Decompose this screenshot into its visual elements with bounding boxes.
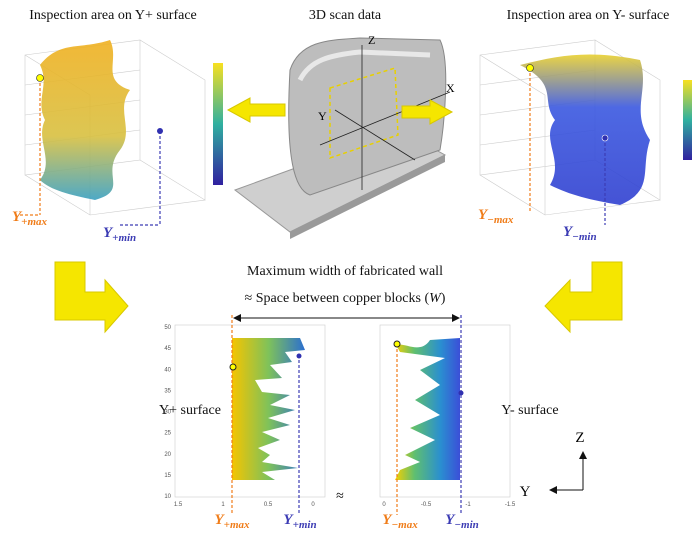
bound-label: Y+min xyxy=(283,512,316,531)
y-tick-label: 25 xyxy=(164,431,171,437)
axis-label: Z xyxy=(575,430,584,446)
y-minus-min-label: Y−min xyxy=(563,224,597,243)
x-tick-label: 0 xyxy=(311,502,315,508)
surface-label: Y+ surface xyxy=(159,403,221,418)
x-tick-label: 0.5 xyxy=(264,502,273,508)
y-plus-min-label: Y+min xyxy=(103,225,136,244)
y-tick-label: 40 xyxy=(164,367,171,373)
arrow xyxy=(54,261,129,334)
y-tick-label: 15 xyxy=(164,473,171,479)
title: Inspection area on Y+ surface xyxy=(29,8,197,23)
caption: Maximum width of fabricated wall xyxy=(247,264,443,279)
y-tick-label: 45 xyxy=(164,346,171,352)
bound-label: Y−min xyxy=(445,512,479,531)
y-tick-label: 35 xyxy=(164,388,171,394)
axis-label: Y xyxy=(520,484,531,500)
y-tick-label: 30 xyxy=(164,410,171,416)
scan-render xyxy=(233,37,451,239)
axis-break: ≈ xyxy=(336,489,344,504)
y-tick-label: 10 xyxy=(164,494,171,500)
surface-label: Y- surface xyxy=(501,403,558,418)
arrow xyxy=(226,97,286,123)
title: 3D scan data xyxy=(309,8,382,23)
y-tick-label: 20 xyxy=(164,452,171,458)
x-tick-label: -1 xyxy=(465,502,471,508)
bound-label: Y−max xyxy=(382,512,418,531)
x-tick-label: 1.5 xyxy=(174,502,183,508)
bottom-plot xyxy=(174,314,587,515)
y-plus-max-label: Y+max xyxy=(12,209,47,228)
left-plot xyxy=(20,39,223,226)
right-plot xyxy=(479,39,692,225)
axis-label: Z xyxy=(368,33,375,47)
y-tick-label: 50 xyxy=(164,325,171,331)
axis-label: Y xyxy=(318,109,327,123)
x-tick-label: 1 xyxy=(221,502,225,508)
title: Inspection area on Y- surface xyxy=(507,8,670,23)
arrow xyxy=(544,261,623,334)
caption: ≈ Space between copper blocks (W) xyxy=(245,291,446,306)
x-tick-label: 0 xyxy=(382,502,386,508)
bound-label: Y+max xyxy=(215,512,250,531)
x-tick-label: -0.5 xyxy=(421,502,432,508)
arrow xyxy=(401,99,454,125)
axis-label: X xyxy=(446,81,455,95)
x-tick-label: -1.5 xyxy=(505,502,516,508)
y-minus-max-label: Y−max xyxy=(478,207,514,226)
